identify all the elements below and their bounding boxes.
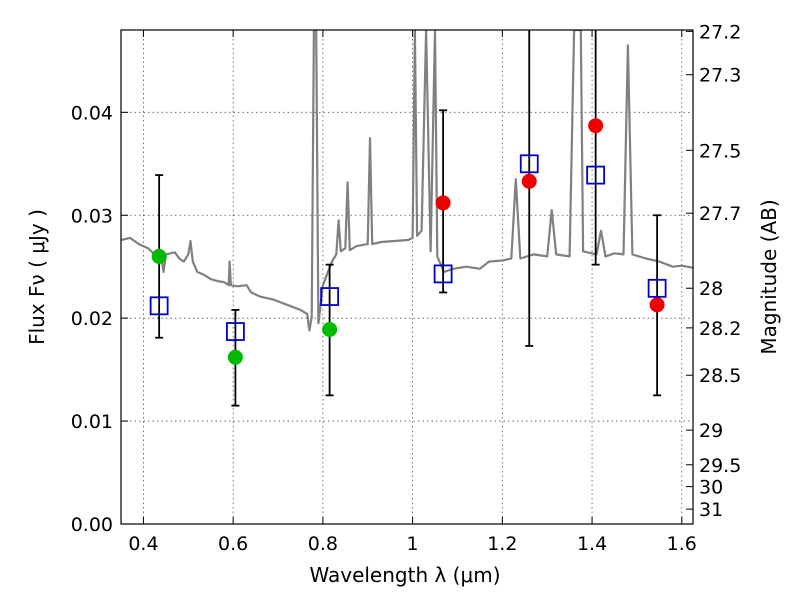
x-tick-label: 1.2 [487, 533, 517, 555]
y2-tick-label: 28.5 [699, 365, 741, 387]
red-data-point [435, 195, 451, 211]
green-data-point [227, 349, 243, 365]
y2-tick-label: 28.2 [699, 318, 741, 340]
y2-tick-label: 27.7 [699, 203, 741, 225]
y2-tick-label: 27.3 [699, 65, 741, 87]
y-tick-label: 0.03 [71, 205, 113, 227]
y-axis-label: Flux Fν ( μJy ) [25, 209, 49, 345]
model-square-marker [225, 322, 245, 341]
x-tick-label: 0.8 [308, 533, 338, 555]
y-tick-label: 0.02 [71, 308, 113, 330]
y2-axis-label: Magnitude (AB) [757, 199, 781, 354]
marker-layer [149, 118, 667, 365]
x-tick-label: 1 [407, 533, 419, 555]
model-square-marker [149, 296, 169, 316]
x-tick-label: 1.4 [577, 533, 607, 555]
model-square-marker [433, 264, 453, 284]
plot-frame [120, 29, 694, 525]
x-tick-label: 0.6 [218, 533, 248, 555]
red-data-point [521, 173, 537, 189]
y-tick-label: 0.04 [71, 102, 113, 124]
y2-tick-label: 28 [699, 278, 723, 300]
x-axis-label: Wavelength λ (μm) [309, 563, 500, 587]
template-spectrum-line [121, 30, 693, 332]
red-data-point [649, 297, 665, 313]
y2-tick-label: 30 [699, 477, 723, 499]
y-tick-label: 0.00 [71, 514, 113, 536]
green-data-point [151, 248, 167, 264]
y2-tick-label: 29.5 [699, 455, 741, 477]
y2-tick-label: 27.5 [699, 140, 741, 162]
green-data-point [322, 321, 338, 337]
x-tick-label: 0.4 [128, 533, 158, 555]
grid-layer [121, 30, 693, 524]
template-layer [121, 30, 693, 332]
model-square-marker [586, 165, 606, 185]
model-square-marker [519, 154, 539, 174]
y2-tick-label: 31 [699, 499, 723, 521]
model-square-marker [320, 287, 340, 306]
model-square-marker [647, 278, 667, 298]
y-tick-label: 0.01 [71, 411, 113, 433]
x-tick-label: 1.6 [667, 533, 697, 555]
tick-layer: 0.4 0.6 0.8 1 1.2 1.4 1.6 0.00 0.01 0.02 0.03 0.04 2… [71, 21, 742, 555]
y2-tick-label: 29 [699, 420, 723, 442]
red-data-point [588, 118, 604, 134]
y2-tick-label: 27.2 [699, 21, 741, 43]
